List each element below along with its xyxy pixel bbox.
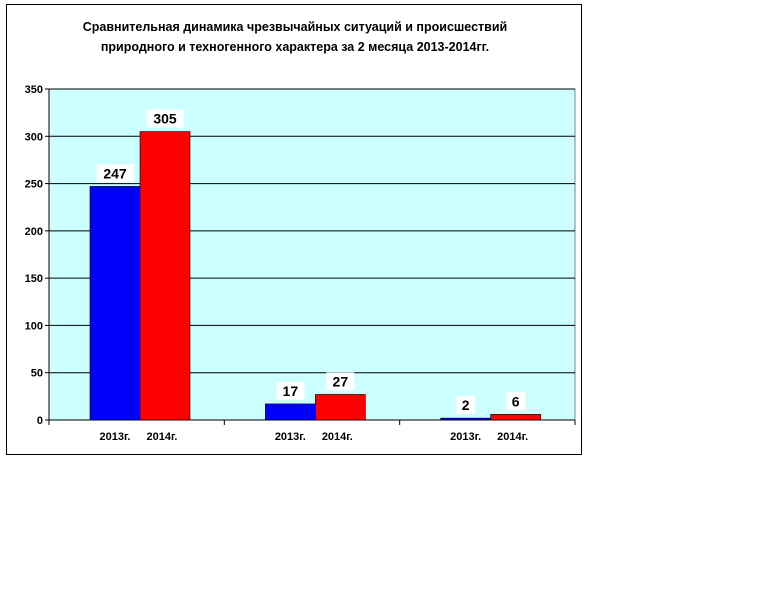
chart-title-line-2: природного и техногенного характера за 2…	[100, 40, 490, 54]
y-tick-label: 300	[25, 131, 43, 143]
bar-2013-group-2	[265, 403, 316, 421]
chart-title-line-1: Сравнительная динамика чрезвычайных ситу…	[82, 20, 508, 34]
category-label: 2014г.	[497, 431, 528, 443]
data-label-box	[96, 164, 134, 183]
y-tick-label: 100	[25, 320, 43, 332]
y-tick-label: 150	[25, 273, 43, 285]
data-label-box	[276, 381, 305, 400]
data-label: 17	[283, 383, 299, 399]
bar-2013-group-3	[440, 417, 491, 421]
bar-2014-group-1	[139, 131, 191, 421]
bar-2014-group-3	[490, 414, 541, 421]
data-label-box	[326, 372, 355, 391]
y-tick-label: 200	[25, 226, 43, 238]
chart-frame: Сравнительная динамика чрезвычайных ситу…	[6, 4, 582, 455]
bar-2013-group-1	[89, 186, 141, 421]
category-label: 2014г.	[146, 431, 177, 443]
data-label: 247	[103, 165, 127, 181]
data-label: 27	[333, 373, 349, 389]
data-label-box	[146, 109, 184, 128]
category-label: 2013г.	[99, 431, 130, 443]
category-label: 2013г.	[450, 431, 481, 443]
data-label: 6	[512, 393, 520, 409]
chart-title: Сравнительная динамика чрезвычайных ситу…	[47, 17, 543, 57]
y-tick-label: 50	[31, 368, 43, 380]
category-label: 2013г.	[275, 431, 306, 443]
bar-chart: 0 50 100 150 200 250 300 350 247 2013г. 305 2014г. 1…	[25, 84, 576, 443]
data-label-box	[506, 392, 526, 411]
y-tick-label: 0	[37, 415, 43, 427]
data-label: 2	[462, 397, 470, 413]
y-tick-label: 250	[25, 179, 43, 191]
y-tick-label: 350	[25, 84, 43, 96]
data-label-box	[456, 396, 476, 415]
data-label: 305	[153, 111, 177, 127]
bar-2014-group-2	[315, 394, 366, 421]
category-label: 2014г.	[322, 431, 353, 443]
